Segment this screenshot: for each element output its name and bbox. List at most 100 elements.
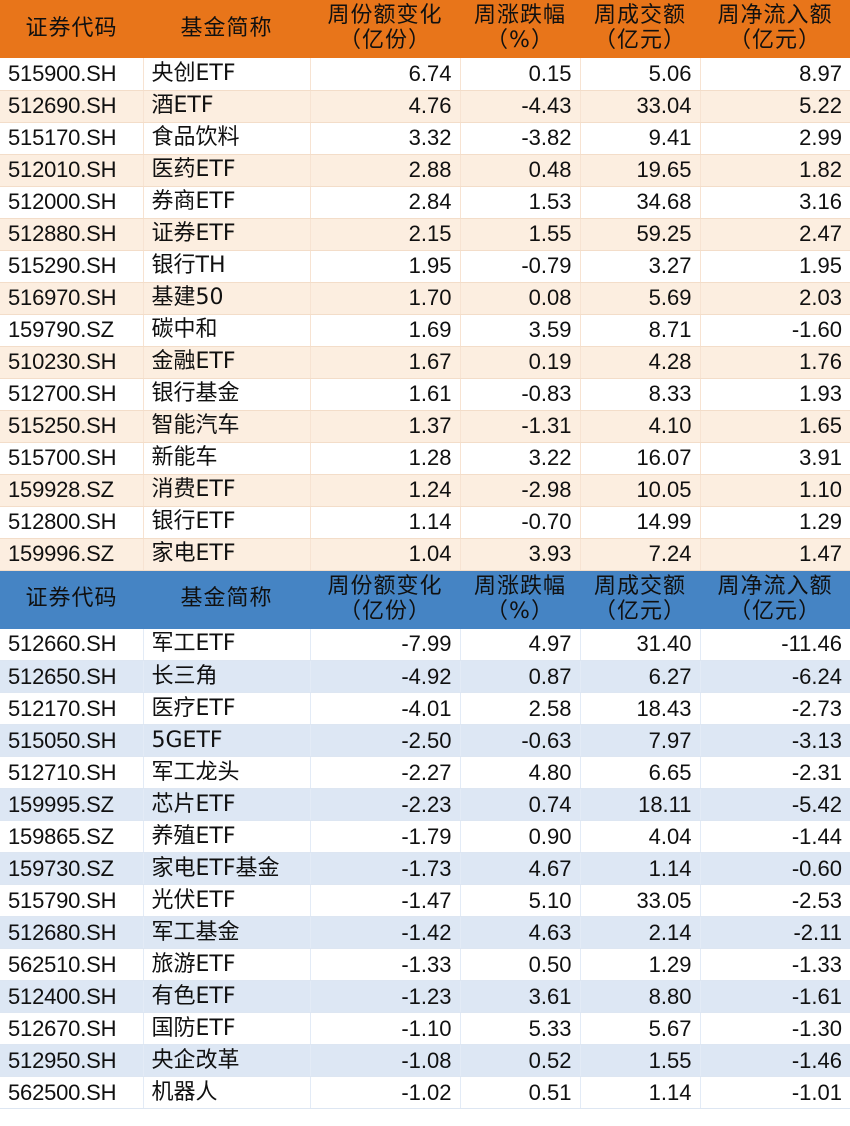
table-row[interactable]: 159996.SZ 家电ETF 1.04 3.93 7.24 1.47 — [0, 538, 850, 571]
table-row[interactable]: 512710.SH 军工龙头 -2.27 4.80 6.65 -2.31 — [0, 756, 850, 789]
cell-fund-name: 机器人 — [143, 1076, 311, 1109]
table-row[interactable]: 515290.SH 银行TH 1.95 -0.79 3.27 1.95 — [0, 250, 850, 283]
cell-value: 7.24 — [580, 538, 701, 571]
table-row[interactable]: 515700.SH 新能车 1.28 3.22 16.07 3.91 — [0, 442, 850, 475]
column-header-line1: 周涨跌幅 — [473, 3, 566, 29]
cell-value: 4.04 — [580, 820, 701, 853]
cell-value: 5.69 — [580, 282, 701, 315]
table-row[interactable]: 512690.SH 酒ETF 4.76 -4.43 33.04 5.22 — [0, 90, 850, 123]
column-header-4[interactable]: 周成交额 （亿元） — [580, 0, 700, 58]
column-header-0[interactable]: 证券代码 — [0, 570, 143, 629]
outflow-table: 证券代码 基金简称 周份额变化 （亿份） 周涨跌幅 （%） 周成交额 （亿元） 周净流入额 （亿元… — [0, 570, 850, 1109]
cell-security-code: 512690.SH — [0, 90, 144, 123]
cell-value: -0.60 — [700, 852, 850, 885]
cell-security-code: 515290.SH — [0, 250, 144, 283]
table-row[interactable]: 562510.SH 旅游ETF -1.33 0.50 1.29 -1.33 — [0, 948, 850, 981]
cell-fund-name: 军工ETF — [143, 628, 311, 661]
cell-value: 33.04 — [580, 90, 701, 123]
table-row[interactable]: 515170.SH 食品饮料 3.32 -3.82 9.41 2.99 — [0, 122, 850, 155]
cell-security-code: 159928.SZ — [0, 474, 144, 507]
cell-value: 4.97 — [460, 628, 581, 661]
column-header-line1: 周份额变化 — [327, 3, 443, 29]
cell-value: 3.22 — [460, 442, 581, 475]
table-row[interactable]: 159865.SZ 养殖ETF -1.79 0.90 4.04 -1.44 — [0, 820, 850, 853]
cell-security-code: 512700.SH — [0, 378, 144, 411]
cell-value: 1.69 — [310, 314, 461, 347]
cell-value: 3.27 — [580, 250, 701, 283]
cell-security-code: 512710.SH — [0, 756, 144, 789]
cell-value: 0.87 — [460, 660, 581, 693]
cell-value: 1.65 — [700, 410, 850, 443]
cell-value: 0.74 — [460, 788, 581, 821]
cell-value: 1.37 — [310, 410, 461, 443]
column-header-2[interactable]: 周份额变化 （亿份） — [310, 570, 460, 629]
cell-fund-name: 家电ETF — [143, 538, 311, 571]
column-header-5[interactable]: 周净流入额 （亿元） — [700, 570, 850, 629]
column-header-line2: （亿元） — [728, 598, 821, 624]
table-row[interactable]: 512660.SH 军工ETF -7.99 4.97 31.40 -11.46 — [0, 628, 850, 661]
column-header-line2: （%） — [486, 598, 554, 624]
table-row[interactable]: 516970.SH 基建50 1.70 0.08 5.69 2.03 — [0, 282, 850, 315]
inflow-table: 证券代码 基金简称 周份额变化 （亿份） 周涨跌幅 （%） 周成交额 （亿元） 周净流入额 （亿元… — [0, 0, 850, 571]
cell-security-code: 159995.SZ — [0, 788, 144, 821]
cell-security-code: 562500.SH — [0, 1076, 144, 1109]
table-row[interactable]: 515790.SH 光伏ETF -1.47 5.10 33.05 -2.53 — [0, 884, 850, 917]
cell-value: -1.23 — [310, 980, 461, 1013]
table-row[interactable]: 159928.SZ 消费ETF 1.24 -2.98 10.05 1.10 — [0, 474, 850, 507]
table-row[interactable]: 512880.SH 证券ETF 2.15 1.55 59.25 2.47 — [0, 218, 850, 251]
cell-security-code: 515250.SH — [0, 410, 144, 443]
cell-fund-name: 央创ETF — [143, 58, 311, 91]
column-header-5[interactable]: 周净流入额 （亿元） — [700, 0, 850, 58]
table-row[interactable]: 512170.SH 医疗ETF -4.01 2.58 18.43 -2.73 — [0, 692, 850, 725]
cell-value: 2.14 — [580, 916, 701, 949]
column-header-line2: （亿份） — [338, 28, 431, 53]
table-row[interactable]: 512700.SH 银行基金 1.61 -0.83 8.33 1.93 — [0, 378, 850, 411]
table-row[interactable]: 512680.SH 军工基金 -1.42 4.63 2.14 -2.11 — [0, 916, 850, 949]
table-row[interactable]: 159790.SZ 碳中和 1.69 3.59 8.71 -1.60 — [0, 314, 850, 347]
column-header-3[interactable]: 周涨跌幅 （%） — [460, 570, 580, 629]
table-row[interactable]: 512400.SH 有色ETF -1.23 3.61 8.80 -1.61 — [0, 980, 850, 1013]
column-header-3[interactable]: 周涨跌幅 （%） — [460, 0, 580, 58]
cell-value: 5.22 — [700, 90, 850, 123]
table-row[interactable]: 562500.SH 机器人 -1.02 0.51 1.14 -1.01 — [0, 1076, 850, 1109]
cell-value: -11.46 — [700, 628, 850, 661]
table-row[interactable]: 512000.SH 券商ETF 2.84 1.53 34.68 3.16 — [0, 186, 850, 219]
cell-value: 0.52 — [460, 1044, 581, 1077]
cell-value: 1.14 — [580, 1076, 701, 1109]
table-row[interactable]: 515050.SH 5GETF -2.50 -0.63 7.97 -3.13 — [0, 724, 850, 757]
cell-value: 3.32 — [310, 122, 461, 155]
table-row[interactable]: 512950.SH 央企改革 -1.08 0.52 1.55 -1.46 — [0, 1044, 850, 1077]
cell-security-code: 510230.SH — [0, 346, 144, 379]
table-row[interactable]: 512670.SH 国防ETF -1.10 5.33 5.67 -1.30 — [0, 1012, 850, 1045]
cell-fund-name: 养殖ETF — [143, 820, 311, 853]
cell-security-code: 512010.SH — [0, 154, 144, 187]
table-row[interactable]: 515250.SH 智能汽车 1.37 -1.31 4.10 1.65 — [0, 410, 850, 443]
column-header-1[interactable]: 基金简称 — [143, 0, 310, 58]
column-header-1[interactable]: 基金简称 — [143, 570, 310, 629]
column-header-4[interactable]: 周成交额 （亿元） — [580, 570, 700, 629]
table-row[interactable]: 512650.SH 长三角 -4.92 0.87 6.27 -6.24 — [0, 660, 850, 693]
cell-value: 19.65 — [580, 154, 701, 187]
cell-value: -1.08 — [310, 1044, 461, 1077]
table-body: 515900.SH 央创ETF 6.74 0.15 5.06 8.97 512690.SH 酒… — [0, 58, 850, 571]
cell-value: 4.28 — [580, 346, 701, 379]
table-row[interactable]: 512800.SH 银行ETF 1.14 -0.70 14.99 1.29 — [0, 506, 850, 539]
table-row[interactable]: 512010.SH 医药ETF 2.88 0.48 19.65 1.82 — [0, 154, 850, 187]
table-row[interactable]: 159730.SZ 家电ETF基金 -1.73 4.67 1.14 -0.60 — [0, 852, 850, 885]
cell-value: -3.82 — [460, 122, 581, 155]
table-row[interactable]: 159995.SZ 芯片ETF -2.23 0.74 18.11 -5.42 — [0, 788, 850, 821]
cell-fund-name: 银行TH — [143, 250, 311, 283]
table-row[interactable]: 515900.SH 央创ETF 6.74 0.15 5.06 8.97 — [0, 58, 850, 91]
column-header-line2: （亿元） — [593, 28, 686, 53]
cell-fund-name: 新能车 — [143, 442, 311, 475]
table-row[interactable]: 510230.SH 金融ETF 1.67 0.19 4.28 1.76 — [0, 346, 850, 379]
cell-value: 3.16 — [700, 186, 850, 219]
cell-value: 2.84 — [310, 186, 461, 219]
cell-security-code: 515790.SH — [0, 884, 144, 917]
column-header-2[interactable]: 周份额变化 （亿份） — [310, 0, 460, 58]
cell-fund-name: 长三角 — [143, 660, 311, 693]
cell-value: 0.15 — [460, 58, 581, 91]
column-header-0[interactable]: 证券代码 — [0, 0, 143, 58]
cell-value: 4.80 — [460, 756, 581, 789]
cell-security-code: 159996.SZ — [0, 538, 144, 571]
